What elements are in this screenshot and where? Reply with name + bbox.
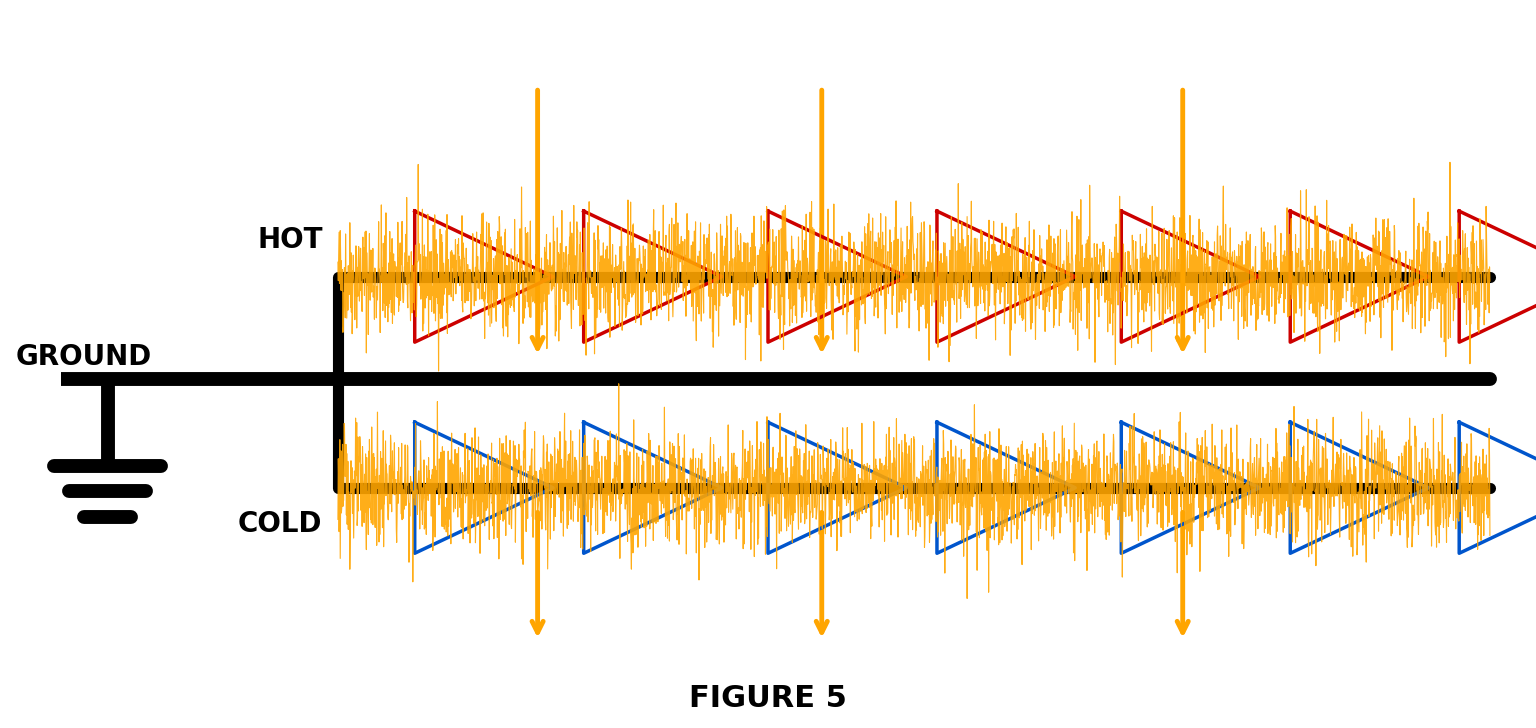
Text: HOT: HOT — [257, 226, 323, 254]
Text: FIGURE 5: FIGURE 5 — [690, 684, 846, 713]
Text: COLD: COLD — [238, 510, 323, 538]
Text: GROUND: GROUND — [15, 344, 152, 371]
